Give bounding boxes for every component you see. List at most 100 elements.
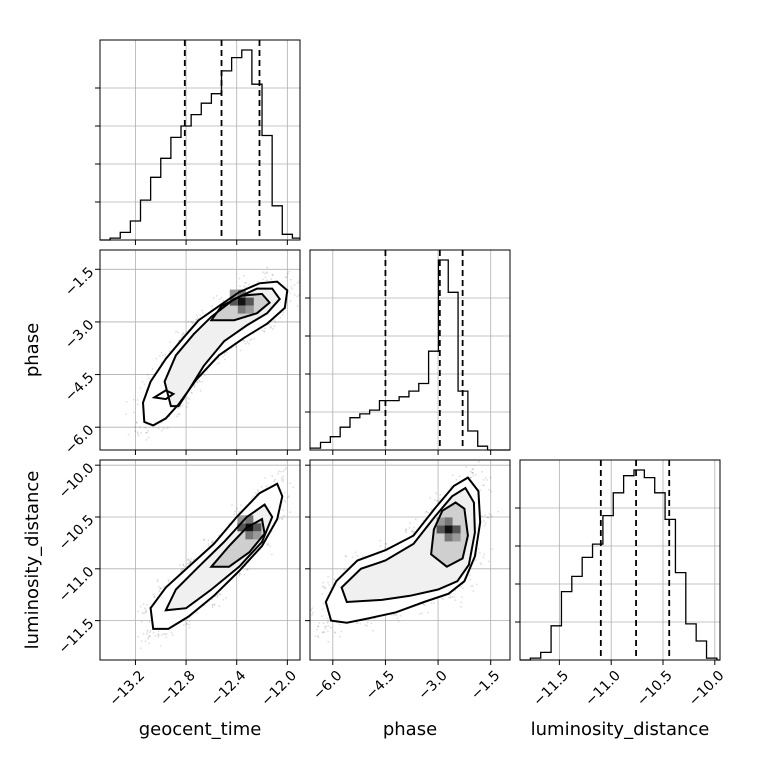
scatter-point <box>140 640 143 642</box>
scatter-point <box>204 374 206 377</box>
histogram-line-phase <box>310 259 510 451</box>
scatter-point <box>269 545 272 547</box>
scatter-point <box>231 504 233 506</box>
scatter-point <box>189 560 192 563</box>
scatter-point <box>310 609 313 611</box>
scatter-point <box>280 470 283 473</box>
scatter-point <box>264 327 266 330</box>
scatter-point <box>191 322 194 324</box>
scatter-point <box>482 479 485 481</box>
scatter-point <box>222 299 225 302</box>
frame-phase <box>309 249 511 451</box>
scatter-point <box>462 587 464 590</box>
scatter-point <box>451 596 454 598</box>
scatter-point <box>411 530 413 533</box>
x-tick-label-luminosity-distance-2: −10.5 <box>634 668 676 710</box>
scatter-point <box>188 398 191 400</box>
scatter-point <box>144 426 147 429</box>
scatter-point <box>182 567 185 570</box>
scatter-point <box>189 561 192 563</box>
scatter-point <box>460 605 462 608</box>
density-bin-0 <box>245 523 254 532</box>
scatter-point <box>433 602 435 604</box>
scatter-point <box>146 373 149 376</box>
scatter-point <box>178 564 181 566</box>
density-bin-0 <box>444 525 453 534</box>
scatter-point <box>323 631 326 633</box>
y-tick-label-phase-1: −4.5 <box>62 370 97 405</box>
density-bin-1 <box>229 297 238 306</box>
scatter-point <box>340 630 343 633</box>
scatter-point <box>146 629 149 632</box>
scatter-point <box>190 391 193 394</box>
scatter-point <box>419 612 421 615</box>
scatter-point <box>413 526 415 529</box>
scatter-point <box>166 427 169 430</box>
scatter-point <box>322 631 324 633</box>
scatter-point <box>164 354 167 356</box>
density-bin-6 <box>452 533 461 542</box>
scatter-point <box>339 635 341 638</box>
scatter-point <box>270 326 272 329</box>
scatter-point <box>421 612 424 615</box>
scatter-point <box>296 281 299 284</box>
scatter-point <box>239 572 241 575</box>
scatter-point <box>263 331 266 333</box>
density-bin-1 <box>436 525 445 534</box>
scatter-point <box>186 406 188 408</box>
scatter-point <box>125 413 127 415</box>
scatter-point <box>356 554 359 557</box>
scatter-point <box>252 495 255 498</box>
scatter-point <box>255 492 257 495</box>
scatter-point <box>211 541 214 544</box>
scatter-point <box>270 278 273 280</box>
scatter-point <box>333 631 336 633</box>
scatter-point <box>288 270 290 273</box>
scatter-point <box>326 617 329 620</box>
scatter-point <box>144 607 146 610</box>
x-axis-label-geocent-time: geocent_time <box>139 719 262 740</box>
scatter-point <box>266 266 269 269</box>
scatter-point <box>180 569 183 571</box>
scatter-point <box>483 553 486 556</box>
scatter-point <box>190 557 193 560</box>
scatter-point <box>482 556 485 559</box>
scatter-point <box>460 585 462 588</box>
scatter-point <box>288 495 290 498</box>
scatter-point <box>164 633 167 636</box>
scatter-point <box>222 355 225 358</box>
scatter-point <box>153 595 156 598</box>
scatter-point <box>465 466 467 468</box>
scatter-point <box>282 470 285 472</box>
frame-luminosity-distance <box>519 459 721 661</box>
scatter-point <box>434 499 436 501</box>
scatter-point <box>202 312 205 314</box>
scatter-point <box>476 583 478 586</box>
scatter-point <box>324 627 327 630</box>
y-tick-label-phase-0: −6.0 <box>62 422 97 457</box>
scatter-point <box>326 630 329 633</box>
scatter-point <box>311 614 313 616</box>
scatter-point <box>317 625 319 628</box>
frame-phase-vs-luminosity-distance <box>309 459 511 661</box>
scatter-point <box>201 309 204 312</box>
scatter-point <box>142 632 145 635</box>
scatter-point <box>165 633 168 635</box>
scatter-point <box>183 565 186 568</box>
scatter-point <box>155 357 158 360</box>
scatter-point <box>274 321 277 324</box>
x-axis-label-luminosity-distance: luminosity_distance <box>531 719 710 740</box>
scatter-point <box>322 581 324 584</box>
scatter-point <box>182 564 185 567</box>
scatter-point <box>158 634 160 637</box>
scatter-point <box>188 623 191 626</box>
scatter-point <box>399 614 402 617</box>
scatter-point <box>322 602 325 605</box>
scatter-point <box>479 489 482 491</box>
scatter-point <box>439 498 441 501</box>
scatter-point <box>487 560 490 563</box>
scatter-point <box>182 563 185 566</box>
scatter-point <box>274 478 276 481</box>
scatter-point <box>491 548 494 550</box>
